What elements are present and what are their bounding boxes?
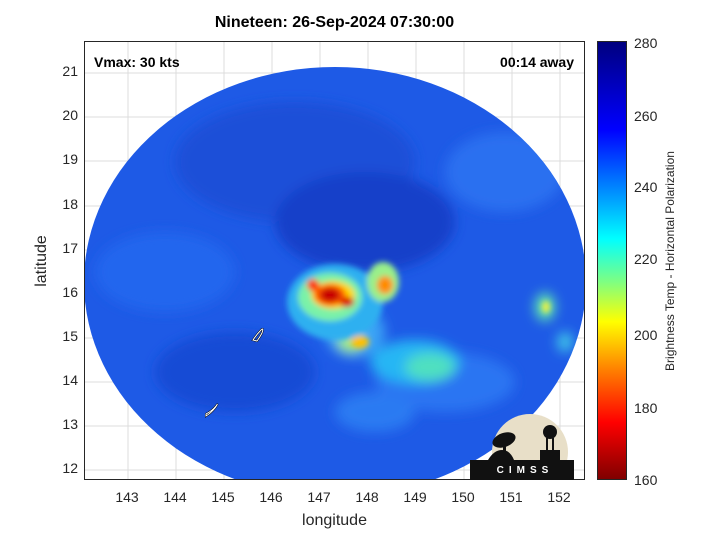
colorbar-tick-label: 260: [634, 108, 658, 124]
y-tick-label: 16: [62, 284, 78, 300]
colorbar-tick-label: 280: [634, 35, 658, 51]
logo-text: CIMSS: [496, 465, 554, 476]
microwave-swath: [85, 42, 584, 479]
y-axis-label: latitude: [33, 235, 50, 287]
x-tick-label: 147: [307, 489, 331, 505]
time-away-label: 00:14 away: [500, 54, 574, 70]
y-tick-label: 20: [62, 107, 78, 123]
satellite-image-plot: [84, 41, 585, 480]
y-tick-label: 14: [62, 372, 78, 388]
island-outlines-inner: [205, 328, 264, 417]
x-tick-label: 152: [547, 489, 571, 505]
colorbar-tick-label: 180: [634, 400, 658, 416]
x-tick-label: 144: [163, 489, 187, 505]
colorbar-tick-label: 240: [634, 179, 658, 195]
colorbar-label: Brightness Temp - Horizontal Polarizatio…: [663, 151, 677, 371]
colorbar-tick-label: 220: [634, 251, 658, 267]
x-tick-label: 146: [259, 489, 283, 505]
y-tick-label: 13: [62, 416, 78, 432]
plot-title: Nineteen: 26-Sep-2024 07:30:00: [214, 14, 455, 31]
x-tick-label: 145: [211, 489, 235, 505]
x-tick-label: 151: [499, 489, 523, 505]
y-tick-label: 17: [62, 240, 78, 256]
x-tick-label: 150: [451, 489, 475, 505]
x-axis-label: longitude: [302, 512, 367, 529]
x-tick-label: 149: [403, 489, 427, 505]
y-tick-label: 18: [62, 196, 78, 212]
y-tick-label: 21: [62, 63, 78, 79]
colorbar-tick-label: 200: [634, 327, 658, 343]
colorbar-tick-label: 160: [634, 472, 658, 488]
cimss-logo: [470, 414, 574, 480]
y-tick-label: 19: [62, 151, 78, 167]
x-tick-label: 143: [115, 489, 139, 505]
colorbar: [597, 41, 627, 480]
y-tick-label: 12: [62, 460, 78, 476]
vmax-label: Vmax: 30 kts: [94, 54, 180, 70]
y-tick-label: 15: [62, 328, 78, 344]
x-tick-label: 148: [355, 489, 379, 505]
